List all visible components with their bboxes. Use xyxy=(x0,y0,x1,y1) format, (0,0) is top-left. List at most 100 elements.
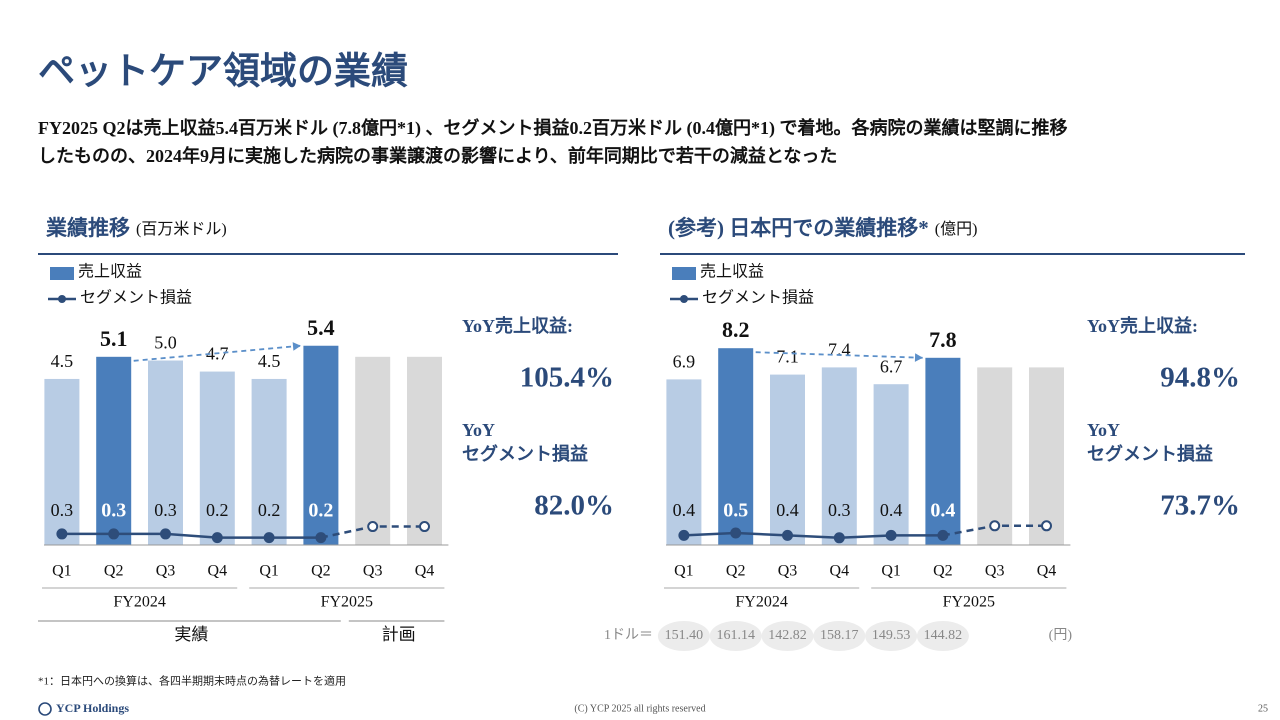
x-tick-label: Q2 xyxy=(933,563,953,580)
bar xyxy=(407,356,442,545)
segment-marker xyxy=(989,520,1001,532)
company-name: YCP Holdings xyxy=(56,701,129,715)
legend-label: 売上収益 xyxy=(78,263,142,281)
segment-value-label: 0.3 xyxy=(154,500,177,520)
bar xyxy=(96,356,132,545)
fx-rate: 161.14 xyxy=(716,628,755,643)
legend-swatch xyxy=(50,267,74,280)
fx-badge xyxy=(865,621,918,651)
bar xyxy=(770,374,805,545)
segment-marker xyxy=(56,528,68,540)
segment-line xyxy=(61,532,321,539)
bar xyxy=(977,367,1013,545)
group-label: FY2025 xyxy=(321,594,373,611)
fx-badge xyxy=(916,621,969,651)
bar xyxy=(718,348,754,545)
yoy-label: YoY xyxy=(1087,420,1120,440)
section-title: (参考) 日本円での業績推移* (億円) xyxy=(668,216,977,240)
yoy-value: 82.0% xyxy=(534,490,614,522)
yoy-value: 73.7% xyxy=(1160,490,1240,522)
segment-marker xyxy=(419,521,430,533)
segment-value-label: 0.4 xyxy=(930,500,955,522)
bar-value-label: 4.5 xyxy=(51,351,74,371)
x-tick-label: Q1 xyxy=(259,563,279,580)
bar-value-label: 4.5 xyxy=(258,351,281,371)
phase-label: 計画 xyxy=(382,625,416,644)
bar-value-label: 6.9 xyxy=(673,352,696,372)
bar xyxy=(821,367,857,545)
bar xyxy=(1029,367,1064,545)
segment-marker xyxy=(160,528,171,540)
x-tick-label: Q1 xyxy=(52,563,72,580)
segment-value-label: 0.4 xyxy=(776,500,799,520)
fx-rate: 151.40 xyxy=(665,628,704,643)
bar xyxy=(251,378,287,545)
legend-swatch xyxy=(672,267,696,280)
arrow-head xyxy=(914,353,923,362)
comparison-arrow xyxy=(133,344,301,362)
section-unit: (百万米ドル) xyxy=(136,220,227,238)
legend-marker xyxy=(58,295,66,303)
segment-value-label: 0.4 xyxy=(880,500,903,520)
yoy-label: セグメント損益 xyxy=(1087,443,1213,464)
bar-value-label: 5.1 xyxy=(100,326,128,351)
group-label: FY2024 xyxy=(735,594,787,611)
fx-badge xyxy=(657,621,710,651)
bar xyxy=(303,345,339,545)
section-title-text: 業績推移 xyxy=(46,216,130,240)
yoy-value: 105.4% xyxy=(520,362,614,394)
segment-marker xyxy=(1041,520,1052,532)
segment-value-label: 0.5 xyxy=(723,500,748,522)
segment-marker xyxy=(937,529,949,541)
segment-marker xyxy=(211,532,223,544)
x-tick-label: Q3 xyxy=(156,563,176,580)
yoy-label: YoY xyxy=(462,420,495,440)
slide-title: ペットケア領域の業績 xyxy=(38,49,408,92)
yoy-label: YoY売上収益: xyxy=(1087,315,1198,336)
bar xyxy=(873,384,909,545)
legend-label: セグメント損益 xyxy=(702,289,814,307)
segment-value-label: 0.2 xyxy=(206,500,229,520)
segment-value-label: 0.3 xyxy=(101,500,126,522)
segment-value-label: 0.3 xyxy=(828,500,851,520)
segment-value-label: 0.3 xyxy=(51,500,74,520)
bar-value-label: 7.8 xyxy=(929,327,957,352)
x-tick-label: Q2 xyxy=(311,563,331,580)
copyright: (C) YCP 2025 all rights reserved xyxy=(574,703,705,714)
bar xyxy=(925,357,961,545)
fx-rate: 149.53 xyxy=(872,628,911,643)
x-tick-label: Q4 xyxy=(830,563,850,580)
fx-rate: 158.17 xyxy=(820,628,859,643)
segment-marker xyxy=(678,529,690,541)
fx-badge xyxy=(813,621,866,651)
legend-marker xyxy=(680,295,688,303)
comparison-arrow xyxy=(755,351,923,359)
group-label: FY2025 xyxy=(943,594,995,611)
fx-badge xyxy=(709,621,762,651)
bar-value-label: 6.7 xyxy=(880,356,903,376)
phase-label: 実績 xyxy=(174,625,208,644)
segment-marker xyxy=(367,521,379,533)
section-unit: (億円) xyxy=(935,220,978,238)
fx-label: 1ドル＝ xyxy=(604,628,653,643)
bar xyxy=(199,371,235,545)
x-tick-label: Q3 xyxy=(363,563,383,580)
segment-line xyxy=(683,531,943,540)
page-number: 25 xyxy=(1258,703,1268,714)
fx-rate: 144.82 xyxy=(924,628,963,643)
yoy-label: セグメント損益 xyxy=(462,443,588,464)
segment-value-label: 0.2 xyxy=(258,500,281,520)
segment-marker xyxy=(108,528,120,540)
footnote: *1：日本円への換算は、各四半期期末時点の為替レートを適用 xyxy=(38,674,346,688)
bar-value-label: 7.1 xyxy=(776,347,799,367)
x-tick-label: Q2 xyxy=(726,563,746,580)
yoy-label: YoY売上収益: xyxy=(462,315,573,336)
fx-badge xyxy=(761,621,814,651)
fx-rate: 142.82 xyxy=(768,628,807,643)
bar-value-label: 7.4 xyxy=(828,340,851,360)
logo-mark xyxy=(38,702,52,716)
x-tick-label: Q4 xyxy=(415,563,435,580)
section-title-text: (参考) 日本円での業績推移* xyxy=(668,216,929,240)
group-label: FY2024 xyxy=(113,594,165,611)
